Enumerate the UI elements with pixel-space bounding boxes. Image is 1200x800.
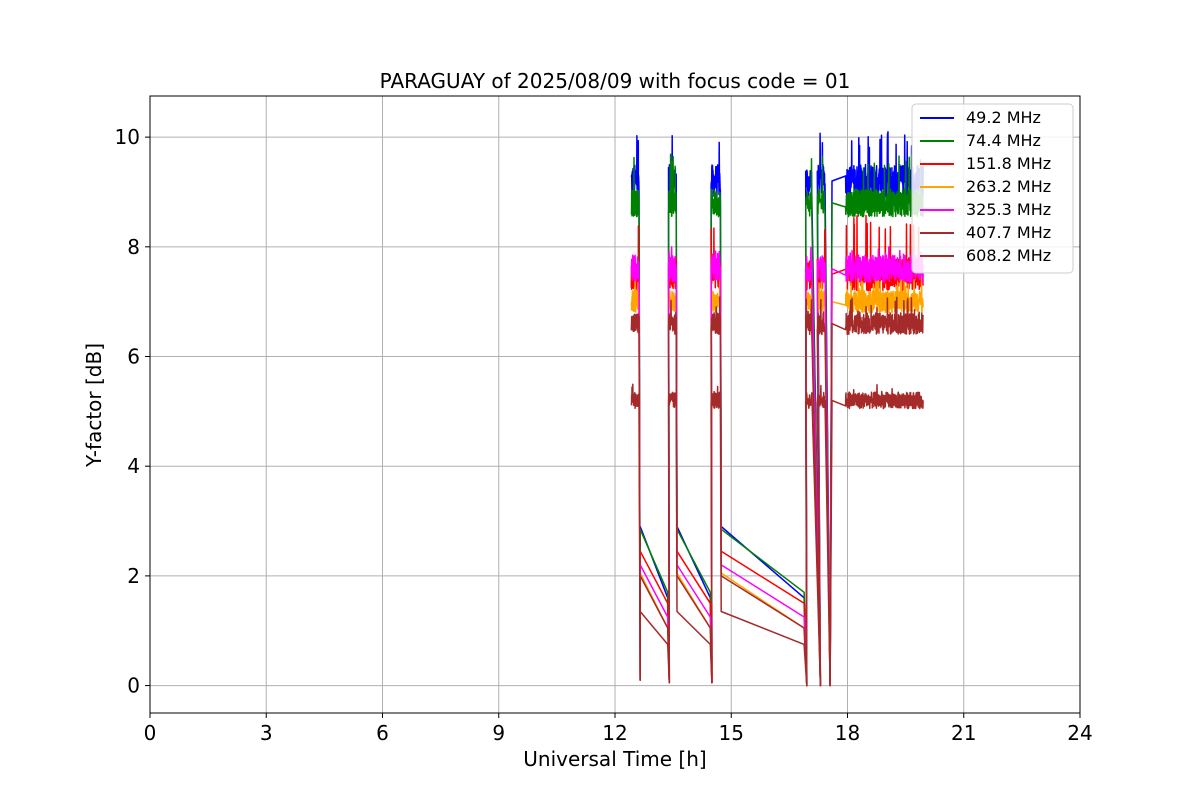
x-tick-label: 6	[376, 721, 389, 745]
legend-label: 74.4 MHz	[966, 131, 1041, 150]
series-line	[630, 246, 924, 687]
y-tick-label: 10	[115, 125, 140, 149]
x-tick-label: 9	[492, 721, 505, 745]
legend-label: 608.2 MHz	[966, 246, 1051, 265]
legend-label: 151.8 MHz	[966, 154, 1051, 173]
x-tick-label: 15	[719, 721, 744, 745]
series-line	[630, 153, 924, 687]
legend-label: 407.7 MHz	[966, 223, 1051, 242]
x-tick-label: 0	[144, 721, 157, 745]
x-tick-label: 3	[260, 721, 273, 745]
plot-area	[630, 131, 924, 687]
x-tick-label: 18	[835, 721, 860, 745]
legend-label: 263.2 MHz	[966, 177, 1051, 196]
series-line	[630, 383, 924, 687]
y-tick-label: 0	[127, 674, 140, 698]
legend: 49.2 MHz 74.4 MHz 151.8 MHz 263.2 MHz 325.3…	[911, 103, 1074, 274]
chart-title: PARAGUAY of 2025/08/09 with focus code =…	[380, 69, 851, 93]
y-axis: 0 2 4 6 8 10	[115, 125, 150, 698]
x-axis: 0 3 6 9 12 15 18 21 24	[144, 713, 1093, 745]
x-tick-label: 24	[1067, 721, 1092, 745]
y-tick-label: 6	[127, 345, 140, 369]
x-tick-label: 12	[602, 721, 627, 745]
y-axis-title: Y-factor [dB]	[82, 343, 106, 468]
legend-box	[911, 103, 1074, 274]
series-line	[630, 296, 924, 687]
series-line	[630, 131, 924, 687]
y-tick-label: 2	[127, 564, 140, 588]
y-tick-label: 8	[127, 235, 140, 259]
x-tick-label: 21	[951, 721, 976, 745]
x-axis-title: Universal Time [h]	[523, 747, 706, 771]
legend-label: 325.3 MHz	[966, 200, 1051, 219]
y-tick-label: 4	[127, 454, 140, 478]
legend-label: 49.2 MHz	[966, 108, 1041, 127]
